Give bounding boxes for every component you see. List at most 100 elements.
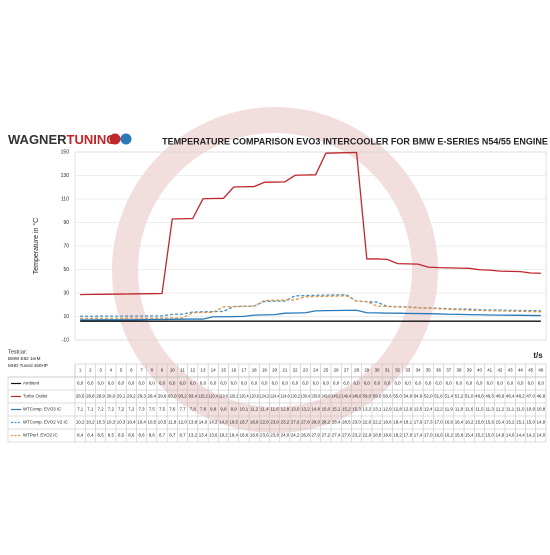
value-label: 12,8 — [281, 407, 290, 412]
value-label: 12,9 — [383, 407, 392, 412]
series-line — [80, 151, 541, 296]
value-label: 14,9 — [537, 420, 546, 425]
value-label: 10,2 — [76, 420, 85, 425]
value-label: 14,6 — [506, 433, 515, 438]
value-label: 15,4 — [465, 433, 474, 438]
value-label: 18,5 — [229, 420, 238, 425]
value-label: 10,3 — [107, 420, 116, 425]
value-label: 28,2 — [322, 420, 331, 425]
value-label: 7,5 — [149, 407, 156, 412]
value-label: 16,4 — [455, 420, 464, 425]
value-label: 12,2 — [434, 407, 443, 412]
x-tick-label: 28 — [354, 368, 359, 373]
x-tick-label: 9 — [161, 368, 164, 373]
value-label: 51,6 — [434, 394, 443, 399]
value-label: 51,0 — [465, 394, 474, 399]
x-tick-label: 6 — [130, 368, 133, 373]
value-label: 18,4 — [229, 433, 238, 438]
value-label: 16,6 — [434, 433, 443, 438]
value-label: 11,6 — [271, 407, 280, 412]
x-tick-label: 23 — [303, 368, 308, 373]
value-label: 11,0 — [516, 407, 525, 412]
value-label: 6,0 — [425, 381, 432, 386]
value-label: 10,3 — [96, 420, 105, 425]
value-label: 93,4 — [188, 394, 197, 399]
value-label: 17,8 — [403, 433, 412, 438]
testcar: Testcar: — [8, 349, 28, 355]
y-axis-label: Temperature in °C — [32, 218, 40, 275]
value-label: 7,8 — [190, 407, 197, 412]
value-label: 6,0 — [128, 381, 135, 386]
value-label: 13,2 — [363, 407, 372, 412]
value-label: 54,8 — [403, 394, 412, 399]
x-tick-label: 22 — [293, 368, 298, 373]
value-label: 29,6 — [158, 394, 167, 399]
value-label: 55,0 — [393, 394, 402, 399]
x-tick-label: 45 — [528, 368, 533, 373]
x-tick-label: 17 — [242, 368, 247, 373]
x-tick-label: 41 — [487, 368, 492, 373]
value-label: 28,5 — [342, 420, 351, 425]
value-label: 8,7 — [159, 433, 166, 438]
value-label: 47,0 — [526, 394, 535, 399]
value-label: 18,4 — [393, 420, 402, 425]
x-tick-label: 44 — [518, 368, 523, 373]
value-label: 7,1 — [77, 407, 84, 412]
value-label: 6,0 — [497, 381, 504, 386]
value-label: 8,7 — [179, 433, 186, 438]
legend-label: WTComp. EVO3 IC — [23, 407, 61, 412]
value-label: 6,0 — [231, 381, 238, 386]
value-label: 10,2 — [86, 420, 95, 425]
x-tick-label: 10 — [170, 368, 175, 373]
logo-part: TUNING — [67, 132, 117, 147]
value-label: 59,0 — [373, 394, 382, 399]
value-label: 13,8 — [188, 420, 197, 425]
value-label: 149,2 — [331, 394, 341, 399]
x-tick-label: 1 — [79, 368, 82, 373]
value-label: 15,2 — [342, 407, 351, 412]
value-label: 149,4 — [342, 394, 352, 399]
legend-label: Turbo Outlet — [23, 394, 48, 399]
value-label: 28,4 — [332, 420, 341, 425]
value-label: 48,2 — [516, 394, 525, 399]
value-label: 28,0 — [311, 420, 320, 425]
value-label: 10,3 — [117, 420, 126, 425]
value-label: 46,8 — [537, 394, 546, 399]
legend-label: WTComp. EVO2 V2 IC — [23, 420, 68, 425]
value-label: 17,6 — [414, 420, 423, 425]
value-label: 6,0 — [354, 381, 361, 386]
value-label: 26,8 — [301, 433, 310, 438]
watermark — [112, 107, 438, 433]
value-label: 11,2 — [250, 407, 259, 412]
y-tick-label: 10 — [63, 314, 69, 320]
value-label: 6,0 — [261, 381, 268, 386]
value-label: 120,6 — [250, 394, 260, 399]
value-label: 6,0 — [159, 381, 166, 386]
value-label: 15,3 — [352, 407, 361, 412]
legend-label: WTPerf. EVO2 IC — [23, 433, 58, 438]
value-label: 17,4 — [414, 433, 423, 438]
x-tick-label: 32 — [395, 368, 400, 373]
value-label: 18,2 — [219, 433, 228, 438]
value-label: 6,0 — [507, 381, 514, 386]
value-label: 8,4 — [77, 433, 84, 438]
value-label: 6,0 — [446, 381, 453, 386]
value-label: 22,2 — [373, 420, 382, 425]
value-label: 6,0 — [200, 381, 207, 386]
x-tick-label: 4 — [110, 368, 113, 373]
value-label: 6,0 — [333, 381, 340, 386]
value-label: 24,2 — [291, 433, 300, 438]
x-tick-label: 14 — [211, 368, 216, 373]
value-label: 10,8 — [537, 407, 546, 412]
value-label: 6,0 — [179, 381, 186, 386]
value-label: 15,1 — [516, 420, 525, 425]
series-line — [80, 294, 541, 317]
value-label: 13,6 — [209, 433, 218, 438]
x-tick-label: 40 — [477, 368, 482, 373]
value-label: 12,4 — [424, 407, 433, 412]
x-tick-label: 37 — [446, 368, 451, 373]
value-label: 14,0 — [537, 433, 546, 438]
x-tick-label: 34 — [416, 368, 421, 373]
y-tick-label: 70 — [63, 243, 69, 249]
value-label: 7,2 — [108, 407, 115, 412]
